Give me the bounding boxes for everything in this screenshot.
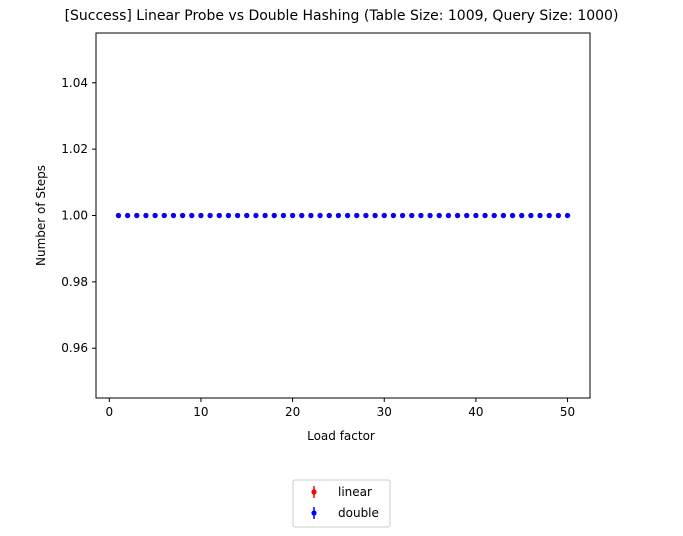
legend-frame [292,479,391,528]
legend-linear-label: linear [338,485,372,499]
point-double [363,212,369,219]
x-tick-label: 10 [193,405,208,419]
plot-area [95,32,591,399]
legend: linear double [292,479,391,528]
point-double [473,212,479,219]
x-tick-label: 40 [468,405,483,419]
point-double [509,212,516,219]
point-double [418,212,424,219]
point-double [161,212,167,219]
point-double [308,212,314,219]
point-double [372,212,378,219]
point-double [317,212,323,219]
point-double [354,212,360,219]
point-double [491,212,497,219]
point-double [344,212,351,219]
point-double [289,212,296,219]
point-double [170,212,177,219]
x-axis-label: Load factor [307,429,375,443]
point-double [125,212,131,219]
point-double [216,212,222,219]
x-tick-label: 20 [285,405,300,419]
point-double [326,212,332,219]
y-tick-label: 0.98 [61,275,88,289]
point-double [198,212,204,219]
y-tick-label: 0.96 [61,341,88,355]
point-double [225,212,232,219]
point-double [271,212,277,219]
y-tick-label: 1.04 [61,76,88,90]
point-double [500,212,506,219]
point-double [528,212,534,219]
legend-entry-linear: linear [311,485,372,499]
point-double [115,212,122,219]
point-double [253,212,259,219]
point-double [454,212,461,219]
point-double [134,212,140,219]
chart-title: [Success] Linear Probe vs Double Hashing… [65,8,619,24]
x-axis: 0 10 20 30 40 50 [105,398,575,419]
series-double [115,212,571,219]
point-double [399,212,406,219]
point-double [180,212,186,219]
x-tick-label: 50 [560,405,575,419]
legend-double-label: double [338,506,379,520]
point-double [189,212,195,219]
point-double [143,212,149,219]
point-double [564,212,571,219]
y-axis-label: Number of Steps [34,165,48,266]
point-double [299,212,305,219]
legend-entry-double: double [311,506,379,520]
point-double [445,212,451,219]
legend-double-marker [311,510,317,516]
point-double [390,212,397,219]
y-axis: 0.96 0.98 1.00 1.02 1.04 [61,76,96,355]
point-double [436,212,442,219]
point-double [235,212,241,219]
point-double [280,212,287,219]
point-double [482,212,488,219]
point-double [555,212,561,219]
point-double [537,212,543,219]
point-double [152,212,158,219]
point-double [244,212,250,219]
point-double [519,212,525,219]
point-double [335,212,342,219]
plot-frame [95,32,591,399]
x-tick-label: 0 [105,405,113,419]
data-points [115,212,571,219]
point-double [464,212,470,219]
point-double [409,212,415,219]
point-double [262,212,268,219]
y-tick-label: 1.02 [61,142,88,156]
point-double [427,212,433,219]
y-tick-label: 1.00 [61,209,88,223]
x-tick-label: 30 [377,405,392,419]
point-double [546,212,552,219]
point-double [207,212,213,219]
point-double [381,212,387,219]
legend-linear-marker [311,489,317,495]
